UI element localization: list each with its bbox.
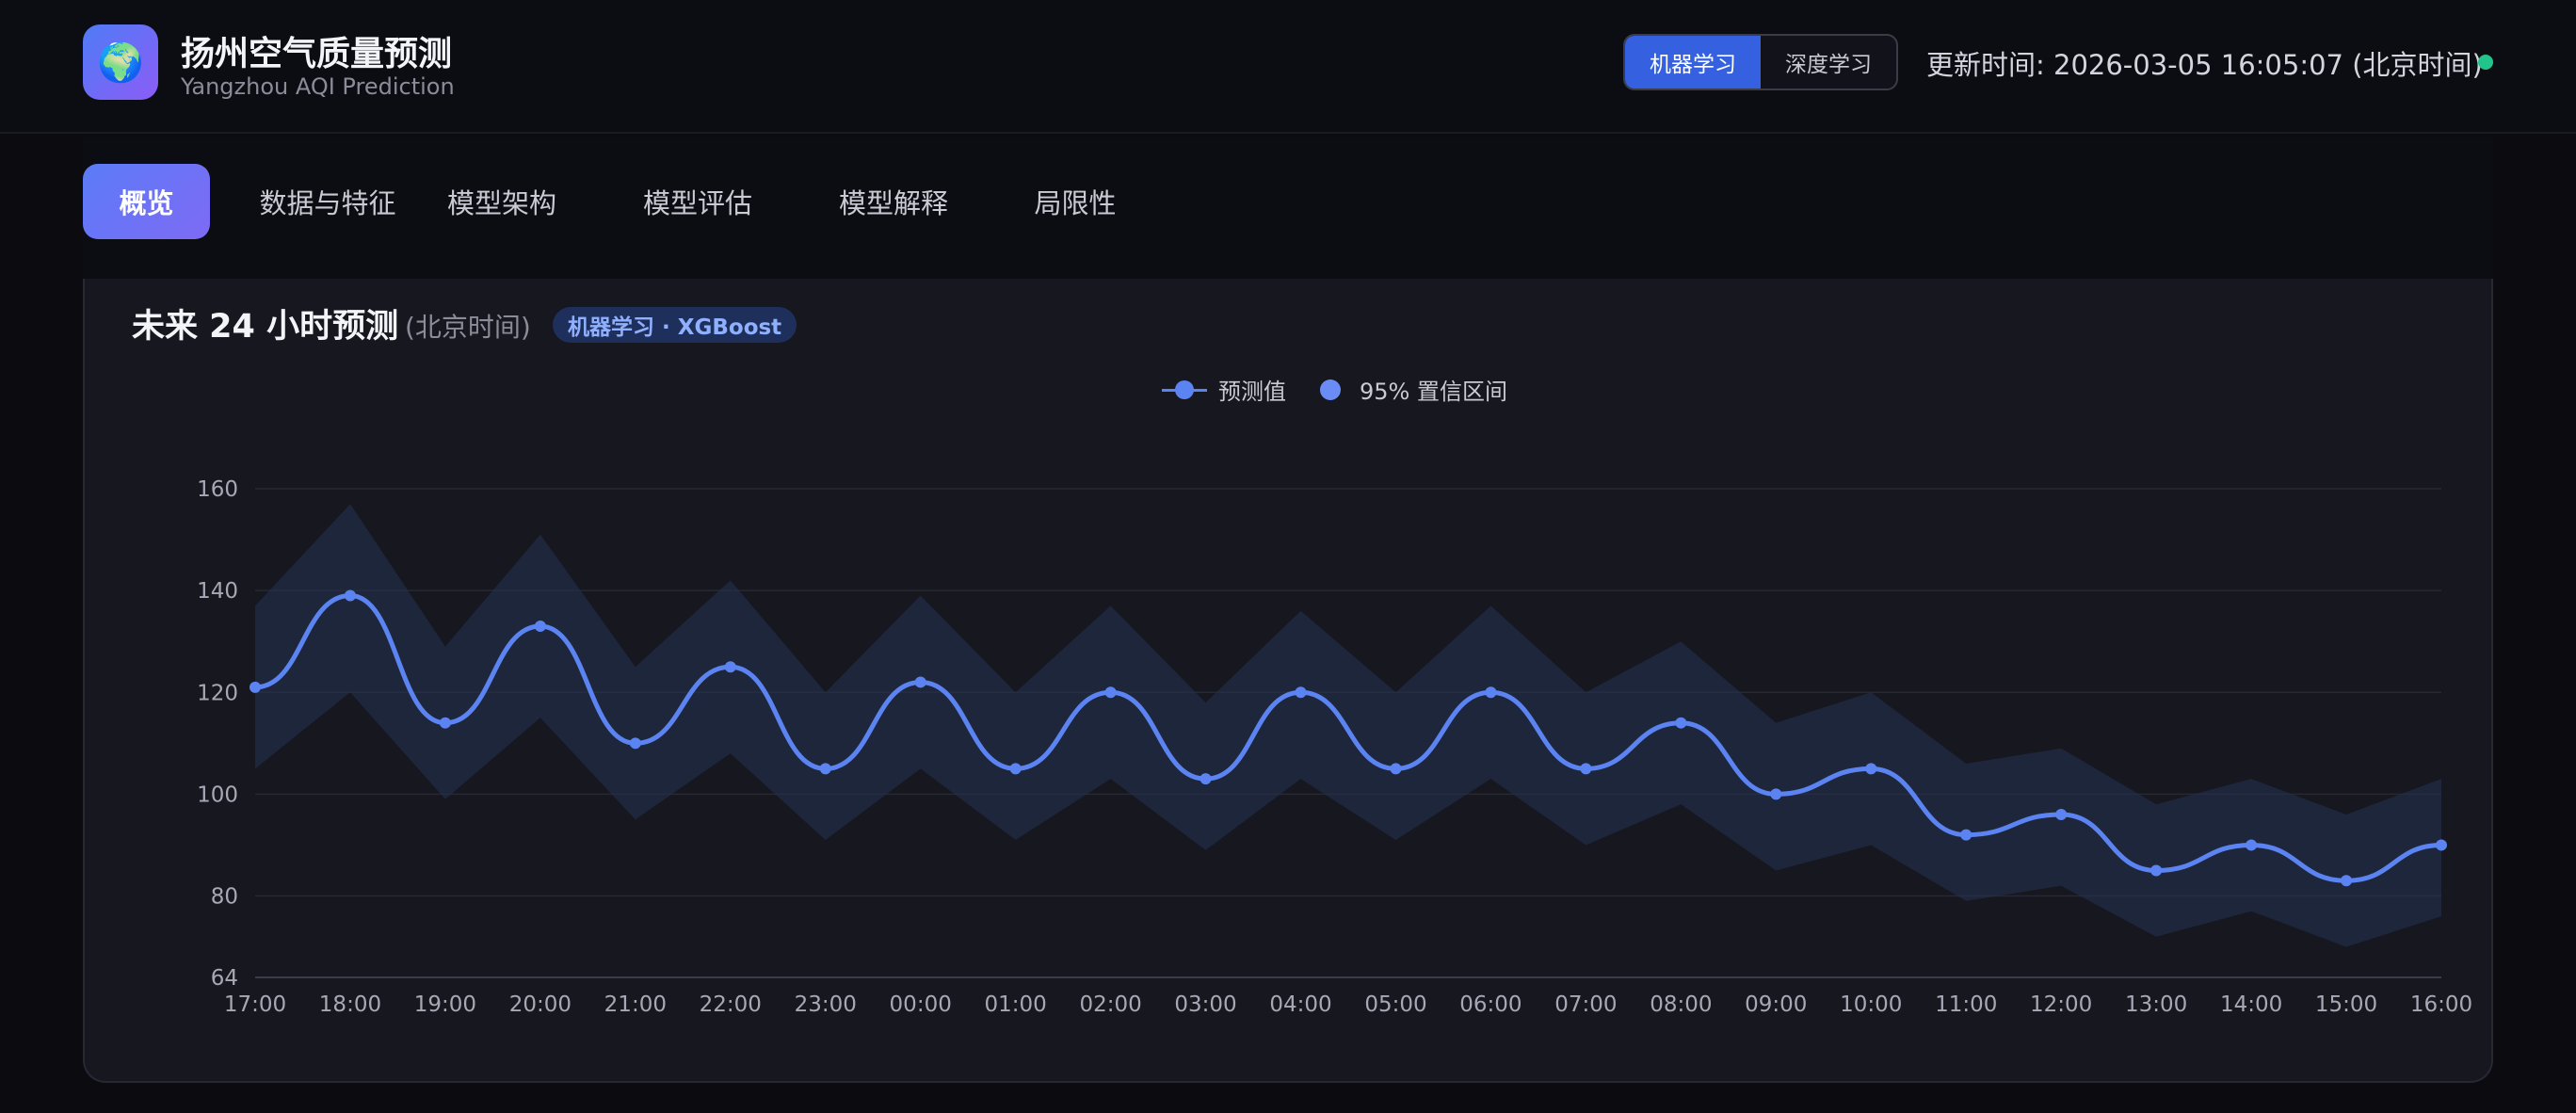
tab-model-evaluation[interactable]: 模型评估 [642, 187, 752, 219]
y-tick-label: 64 [211, 966, 238, 991]
forecast-point [250, 681, 261, 693]
forecast-card: 未来 24 小时预测 (北京时间) 机器学习 · XGBoost 64 80 100… [83, 279, 2493, 1083]
app-header: 🌍 扬州空气质量预测 Yangzhou AQI Prediction 机器学习 … [0, 0, 2576, 134]
forecast-point [2341, 875, 2353, 887]
card-title: 未来 24 小时预测 [132, 308, 399, 346]
forecast-chart: 64 80 100 120 140 160 17:00 18:00 19:00 20:00 21:0… [197, 477, 2472, 1017]
forecast-point [2150, 864, 2163, 877]
y-tick-label: 160 [197, 477, 238, 502]
forecast-point [534, 620, 546, 632]
x-tick-label: 17:00 [224, 992, 286, 1017]
x-tick-label: 16:00 [2410, 992, 2472, 1017]
forecast-point [1295, 686, 1307, 699]
y-tick-label: 120 [197, 681, 238, 705]
x-tick-label: 00:00 [890, 992, 952, 1017]
forecast-point [1675, 717, 1687, 729]
tab-limitations[interactable]: 局限性 [1034, 187, 1117, 219]
globe-icon: 🌍 [83, 24, 158, 100]
status-indicator [2478, 55, 2493, 70]
app-subtitle: Yangzhou AQI Prediction [181, 73, 455, 100]
forecast-point [914, 676, 926, 688]
forecast-point [1104, 686, 1117, 699]
app-title: 扬州空气质量预测 [181, 35, 453, 73]
x-tick-label: 09:00 [1745, 992, 1807, 1017]
legend-confidence-label: 95% 置信区间 [1360, 379, 1507, 405]
x-tick-label: 18:00 [319, 992, 381, 1017]
model-badge: 机器学习 · XGBoost [553, 307, 797, 343]
y-tick-label: 80 [211, 885, 238, 910]
forecast-point [1199, 773, 1212, 785]
forecast-point [1580, 763, 1592, 775]
model-mode-toggle: 机器学习 深度学习 [1623, 34, 1898, 90]
x-tick-label: 01:00 [985, 992, 1047, 1017]
legend-forecast-label: 预测值 [1218, 379, 1286, 405]
confidence-band [255, 504, 2441, 947]
x-tick-label: 07:00 [1554, 992, 1617, 1017]
tab-overview[interactable]: 概览 [83, 164, 210, 239]
x-tick-label: 21:00 [604, 992, 667, 1017]
forecast-point [439, 717, 451, 729]
x-tick-label: 04:00 [1269, 992, 1331, 1017]
x-tick-label: 02:00 [1079, 992, 1141, 1017]
forecast-point [2246, 839, 2258, 851]
forecast-point [629, 737, 641, 750]
forecast-point [1960, 829, 1972, 841]
x-tick-label: 20:00 [509, 992, 572, 1017]
legend-confidence-marker [1320, 379, 1341, 400]
machine-learning-button[interactable]: 机器学习 [1625, 36, 1761, 89]
forecast-point [1770, 788, 1782, 800]
y-tick-label: 140 [197, 579, 238, 604]
y-tick-label: 100 [197, 782, 238, 807]
x-tick-label: 06:00 [1459, 992, 1521, 1017]
tab-model-architecture[interactable]: 模型架构 [446, 187, 556, 219]
tab-model-explanation[interactable]: 模型解释 [838, 187, 948, 219]
tab-bar: 概览 数据与特征 模型架构 模型评估 模型解释 局限性 [83, 137, 2493, 279]
legend-forecast-marker [1162, 379, 1207, 401]
forecast-point [1865, 763, 1877, 775]
chart-legend: 预测值 95% 置信区间 [85, 373, 2495, 411]
forecast-point [1009, 763, 1022, 775]
x-tick-label: 12:00 [2030, 992, 2092, 1017]
legend-confidence[interactable]: 95% 置信区间 [1320, 373, 1507, 406]
x-tick-label: 15:00 [2315, 992, 2377, 1017]
x-tick-label: 14:00 [2220, 992, 2282, 1017]
tab-data-features[interactable]: 数据与特征 [259, 187, 396, 219]
card-title-note: (北京时间) [405, 312, 531, 343]
update-time: 更新时间: 2026-03-05 16:05:07 (北京时间) [1926, 49, 2483, 81]
forecast-point [724, 661, 736, 673]
deep-learning-button[interactable]: 深度学习 [1785, 53, 1872, 77]
legend-forecast[interactable]: 预测值 [1162, 373, 1286, 406]
forecast-point [1390, 763, 1402, 775]
x-tick-label: 22:00 [700, 992, 762, 1017]
x-tick-label: 23:00 [795, 992, 857, 1017]
x-tick-label: 10:00 [1840, 992, 1902, 1017]
x-tick-label: 11:00 [1935, 992, 1997, 1017]
forecast-point [1485, 686, 1497, 699]
forecast-point [2436, 839, 2447, 851]
forecast-point [2055, 809, 2068, 820]
x-tick-label: 05:00 [1364, 992, 1426, 1017]
forecast-point [344, 589, 356, 602]
x-tick-label: 19:00 [414, 992, 476, 1017]
forecast-point [819, 763, 831, 775]
x-tick-label: 03:00 [1174, 992, 1236, 1017]
x-tick-label: 08:00 [1650, 992, 1712, 1017]
x-tick-label: 13:00 [2125, 992, 2187, 1017]
